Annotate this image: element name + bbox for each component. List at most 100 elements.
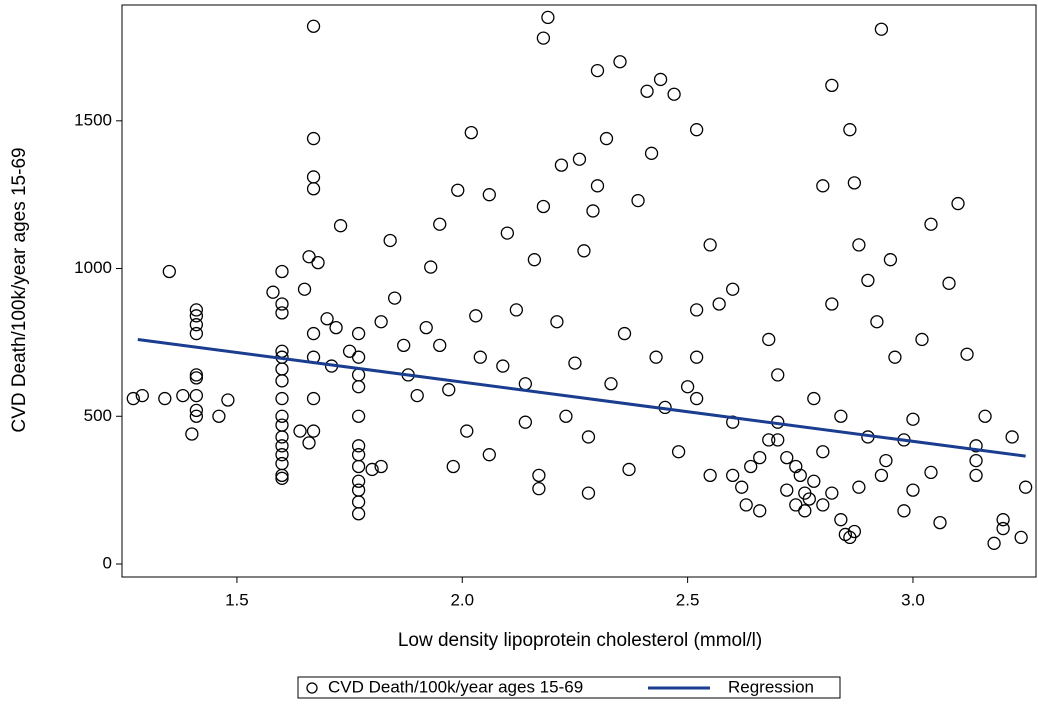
- scatter-point: [464, 125, 478, 140]
- scatter-point: [924, 465, 938, 480]
- scatter-point: [1014, 530, 1028, 545]
- scatter-point: [689, 123, 704, 137]
- x-axis-label: Low density lipoprotein cholesterol (mmo…: [398, 630, 762, 651]
- scatter-point: [915, 332, 929, 347]
- scatter-point: [451, 183, 465, 197]
- scatter-point: [978, 409, 992, 423]
- scatter-point: [311, 255, 325, 270]
- scatter-point: [861, 273, 875, 288]
- scatter-point: [351, 448, 366, 462]
- scatter-point: [906, 412, 920, 426]
- scatter-point: [1018, 480, 1033, 494]
- scatter-point: [275, 362, 289, 376]
- x-tick-label: 2.0: [450, 590, 474, 609]
- scatter-point: [306, 326, 321, 341]
- scatter-point: [712, 297, 726, 311]
- scatter-point: [460, 424, 474, 438]
- scatter-point: [622, 462, 636, 477]
- scatter-point: [162, 264, 176, 279]
- scatter-point: [189, 403, 204, 418]
- scatter-point: [590, 179, 605, 193]
- scatter-point: [221, 393, 235, 407]
- scatter-point: [843, 123, 857, 137]
- scatter-point: [807, 474, 821, 488]
- scatter-point: [789, 498, 803, 512]
- scatter-point: [969, 468, 983, 483]
- scatter-point: [333, 219, 348, 233]
- scatter-point: [351, 326, 366, 341]
- scatter-point: [726, 468, 740, 483]
- scatter-point: [275, 409, 289, 423]
- scatter-point: [771, 368, 785, 382]
- scatter-point: [275, 448, 289, 462]
- plot-frame: [121, 4, 1037, 578]
- scatter-point: [969, 439, 983, 453]
- scatter-point: [793, 468, 807, 483]
- scatter-point: [924, 217, 938, 231]
- scatter-point: [446, 459, 460, 474]
- scatter-point: [689, 391, 704, 406]
- scatter-point: [617, 326, 632, 341]
- scatter-point: [680, 380, 695, 394]
- scatter-point: [306, 424, 321, 438]
- scatter-point: [802, 492, 816, 506]
- scatter-point: [374, 459, 388, 474]
- scatter-point: [581, 486, 596, 500]
- scatter-point: [671, 445, 686, 459]
- scatter-point: [365, 462, 379, 477]
- scatter-point: [306, 391, 321, 406]
- scatter-point: [410, 388, 424, 403]
- y-axis-label: CVD Death/100k/year ages 15-69: [9, 147, 30, 432]
- scatter-point: [469, 309, 483, 323]
- scatter-point: [653, 72, 668, 87]
- scatter-point: [397, 338, 411, 353]
- scatter-point: [189, 318, 204, 332]
- scatter-point: [703, 238, 717, 252]
- scatter-point: [744, 459, 758, 474]
- scatter-point: [189, 371, 204, 385]
- scatter-point: [351, 350, 366, 364]
- scatter-point: [942, 276, 956, 290]
- scatter-point: [644, 146, 659, 160]
- scatter-point: [306, 19, 321, 33]
- scatter-point: [518, 377, 533, 391]
- scatter-point: [342, 344, 357, 358]
- scatter-point: [771, 433, 785, 447]
- scatter-point: [599, 131, 614, 146]
- legend-label: Regression: [728, 677, 814, 696]
- scatter-point: [780, 483, 794, 497]
- scatter-point: [689, 350, 704, 364]
- scatter-point: [825, 486, 839, 500]
- scatter-point: [212, 409, 226, 423]
- scatter-point: [351, 483, 366, 497]
- scatter-point: [351, 507, 366, 521]
- scatter-point: [640, 84, 654, 98]
- scatter-point: [798, 504, 812, 518]
- scatter-point: [667, 87, 681, 101]
- y-tick-label: 0: [103, 553, 112, 572]
- scatter-point: [577, 244, 591, 258]
- scatter-point: [275, 418, 289, 432]
- scatter-point: [482, 448, 496, 462]
- y-tick-label: 1000: [74, 258, 112, 277]
- scatter-point: [987, 536, 1001, 550]
- scatter-point: [816, 179, 830, 193]
- scatter-point: [613, 55, 627, 69]
- scatter-point: [388, 291, 402, 305]
- scatter-point: [604, 377, 618, 391]
- scatter-point: [189, 388, 204, 403]
- scatter-point: [351, 495, 366, 509]
- scatter-point: [189, 309, 204, 323]
- scatter-point: [302, 436, 316, 450]
- scatter-point: [275, 297, 289, 311]
- scatter-point: [762, 433, 776, 447]
- scatter-point: [572, 152, 587, 166]
- scatter-point: [275, 264, 289, 279]
- scatter-point: [689, 303, 704, 317]
- scatter-point: [888, 350, 902, 364]
- scatter-point: [762, 332, 776, 347]
- scatter-point: [550, 315, 564, 329]
- scatter-point: [351, 459, 366, 474]
- y-tick-label: 1500: [74, 110, 112, 129]
- scatter-point: [189, 303, 204, 317]
